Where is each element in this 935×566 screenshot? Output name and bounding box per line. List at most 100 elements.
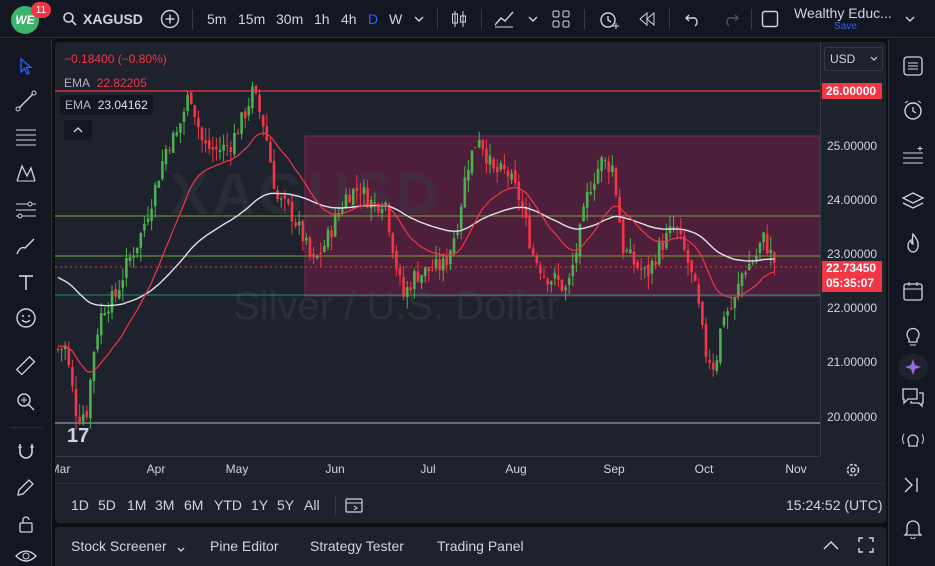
brush-icon	[16, 238, 35, 255]
pencil-lock-icon	[17, 479, 34, 496]
ema-slow-legend[interactable]: EMA 23.04162	[60, 95, 153, 115]
tab-pine-editor[interactable]: Pine Editor	[210, 538, 279, 554]
interval-d-active[interactable]: D	[368, 0, 378, 38]
utc-clock[interactable]: 15:24:52 (UTC)	[786, 497, 883, 513]
projection-tool[interactable]	[12, 196, 40, 224]
range-6m[interactable]: 6M	[184, 497, 204, 513]
cursor-tool[interactable]	[12, 52, 40, 80]
object-tree-button[interactable]	[899, 142, 927, 170]
fullscreen-select-button[interactable]	[761, 0, 779, 38]
price-tick: 21.00000	[827, 355, 878, 369]
lock-drawings-tool[interactable]	[12, 510, 40, 538]
interval-label: W	[389, 11, 403, 27]
symbol-search-button[interactable]: XAGUSD	[62, 0, 143, 38]
interval-15m[interactable]: 15m	[238, 0, 265, 38]
time-axis[interactable]	[55, 456, 820, 483]
range-1d[interactable]: 1D	[71, 497, 89, 513]
interval-30m[interactable]: 30m	[276, 0, 303, 38]
range-5d[interactable]: 5D	[98, 497, 116, 513]
range-all[interactable]: All	[304, 497, 320, 513]
tab-stock-screener[interactable]: Stock Screener	[71, 538, 167, 554]
chats-button[interactable]	[899, 383, 927, 411]
magnet-tool[interactable]	[12, 437, 40, 465]
layout-dropdown[interactable]	[904, 0, 916, 38]
grid-icon	[552, 10, 570, 28]
notification-badge[interactable]: 11	[31, 2, 51, 18]
range-ytd[interactable]: YTD	[214, 497, 242, 513]
hide-drawings-tool[interactable]	[12, 542, 40, 566]
price-chart[interactable]: XAGUSD Silver / U.S. Dollar 17	[55, 42, 820, 456]
stay-in-drawing-mode-tool[interactable]	[12, 473, 40, 501]
range-5y[interactable]: 5Y	[277, 497, 295, 513]
chevron-down-icon	[177, 547, 185, 552]
interval-dropdown[interactable]	[413, 0, 425, 38]
alert-button[interactable]	[598, 0, 620, 38]
layers-button[interactable]	[899, 187, 927, 215]
replay-button[interactable]	[638, 0, 656, 38]
currency-select[interactable]: USD	[824, 47, 883, 71]
save-label[interactable]: Save	[834, 21, 857, 32]
bell-icon	[903, 520, 923, 539]
redo-icon	[726, 14, 739, 27]
zoom-tool[interactable]	[12, 388, 40, 416]
expand-panel-button[interactable]	[822, 538, 840, 557]
publishing-button[interactable]	[899, 471, 927, 499]
chart-settings-button[interactable]	[845, 462, 861, 483]
indicators-button[interactable]	[493, 0, 515, 38]
ideas-button[interactable]	[899, 322, 927, 350]
chevron-up-icon	[823, 540, 839, 550]
horizontal-lines-tool[interactable]	[12, 123, 40, 151]
signals-button[interactable]	[899, 426, 927, 454]
price-tick: 20.00000	[827, 410, 878, 424]
interval-5m[interactable]: 5m	[207, 0, 226, 38]
play-forward-icon	[904, 477, 918, 493]
range-3m[interactable]: 3M	[155, 497, 175, 513]
watchlist-button[interactable]	[899, 52, 927, 80]
ruler-icon	[15, 355, 36, 376]
range-1m[interactable]: 1M	[127, 497, 147, 513]
chart-type-button[interactable]	[450, 0, 468, 38]
maximize-panel-button[interactable]	[857, 536, 875, 559]
interval-w[interactable]: W	[389, 0, 402, 38]
emoji-tool[interactable]	[12, 304, 40, 332]
chevron-down-icon	[905, 16, 915, 22]
pattern-tool[interactable]	[12, 159, 40, 187]
notifications-button[interactable]	[899, 514, 927, 542]
add-symbol-button[interactable]	[160, 0, 180, 38]
screener-dropdown[interactable]	[176, 542, 186, 560]
interval-4h[interactable]: 4h	[341, 0, 357, 38]
brush-tool[interactable]	[12, 232, 40, 260]
square-icon	[761, 10, 779, 28]
ai-assistant-button[interactable]	[898, 354, 928, 380]
interval-label: 15m	[238, 11, 266, 27]
tab-strategy-tester[interactable]: Strategy Tester	[310, 538, 404, 554]
templates-button[interactable]	[552, 0, 570, 38]
tab-trading-panel[interactable]: Trading Panel	[437, 538, 524, 554]
text-tool[interactable]	[12, 268, 40, 296]
measure-tool[interactable]	[12, 352, 40, 380]
price-axis[interactable]: USD	[820, 42, 886, 456]
go-to-date-button[interactable]	[345, 496, 365, 519]
symbol-name: XAGUSD	[83, 11, 143, 27]
undo-button[interactable]	[684, 0, 702, 38]
chevron-up-icon	[73, 127, 83, 133]
collapse-legend-button[interactable]	[64, 120, 92, 140]
lock-icon	[19, 516, 33, 533]
ema-slow-line	[57, 192, 775, 307]
alerts-button[interactable]	[899, 96, 927, 124]
indicators-dropdown[interactable]	[527, 0, 539, 38]
interval-1h[interactable]: 1h	[314, 0, 330, 38]
bottom-panel: Stock Screener Pine Editor Strategy Test…	[55, 527, 886, 566]
maximize-icon	[858, 537, 874, 553]
watermark-symbol: XAGUSD	[170, 162, 442, 227]
trend-line-tool[interactable]	[12, 87, 40, 115]
last-price-value: 22.73450	[826, 261, 877, 275]
ema-fast-legend[interactable]: EMA 22.82205	[64, 76, 147, 90]
hotlists-button[interactable]	[899, 229, 927, 257]
calendar-button[interactable]	[899, 277, 927, 305]
chart-pane[interactable]: XAGUSD Silver / U.S. Dollar 17 −0.18400 …	[55, 42, 886, 523]
layout-name[interactable]: Wealthy Educ...	[794, 5, 892, 21]
redo-button[interactable]	[722, 0, 740, 38]
range-1y[interactable]: 1Y	[251, 497, 269, 513]
chevron-down-icon	[870, 56, 878, 61]
